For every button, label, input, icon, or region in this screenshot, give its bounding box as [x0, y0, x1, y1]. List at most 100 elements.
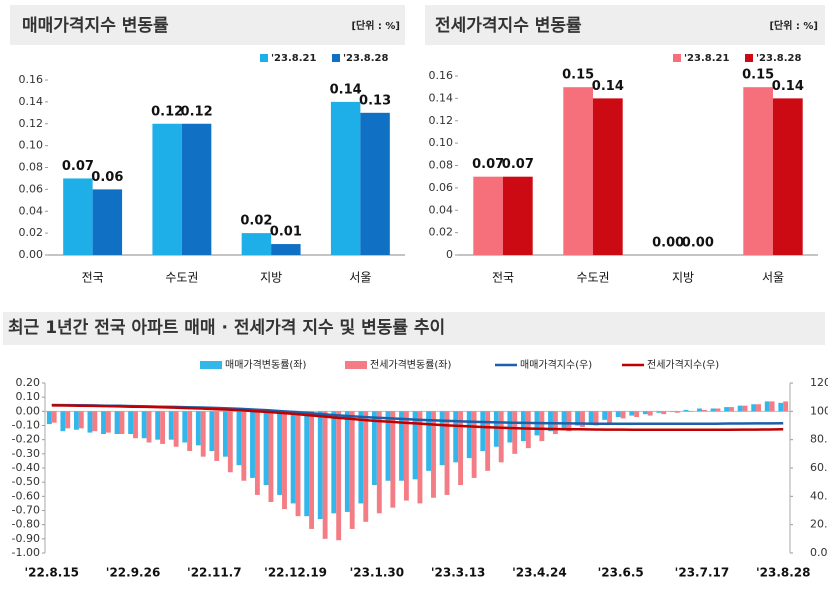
y-tick-label: -0.20: [12, 433, 40, 446]
value-label: 0.14: [592, 79, 624, 94]
bar: [563, 87, 593, 255]
bar: [181, 123, 212, 255]
bar: [336, 411, 342, 541]
bar: [155, 411, 161, 440]
y-tick-label: 60.0: [810, 461, 828, 474]
bar: [593, 411, 599, 426]
unit-label: [단위 : %]: [769, 19, 818, 32]
bar: [399, 411, 404, 481]
value-label: 0.07: [472, 157, 504, 172]
value-label: 0.02: [240, 214, 272, 229]
y-tick-label: -0.80: [12, 518, 40, 531]
y-tick-label: 0.12: [19, 117, 44, 130]
bar: [426, 411, 432, 471]
y-tick-label: 0.16: [19, 73, 44, 86]
bar: [743, 87, 773, 255]
value-label: 0.00: [652, 236, 684, 251]
legend-label: 매매가격지수(우): [520, 358, 592, 371]
bar: [756, 404, 762, 412]
y-tick-label: 0.04: [429, 203, 454, 216]
bar: [751, 404, 757, 412]
value-label: 0.07: [62, 159, 94, 174]
bar: [152, 123, 182, 255]
value-label: 0.12: [181, 104, 213, 119]
y-tick-label: -0.60: [12, 489, 40, 502]
legend-label: 전세가격변동률(좌): [370, 358, 452, 371]
bar: [453, 411, 459, 463]
bar: [697, 408, 702, 412]
x-tick-label: 서울: [349, 271, 371, 285]
y-tick-label: 0.16: [429, 69, 454, 82]
y-tick-label: 0.02: [429, 226, 454, 239]
bar: [63, 178, 93, 255]
x-tick-label: 서울: [762, 271, 784, 285]
bar: [417, 411, 423, 504]
bar: [729, 407, 734, 412]
bar: [173, 411, 179, 447]
bar: [101, 411, 106, 434]
y-tick-label: 120.0: [810, 376, 828, 389]
y-tick-label: 40.0: [810, 489, 828, 502]
unit-label: [단위 : %]: [351, 19, 400, 32]
bar: [403, 411, 409, 501]
legend-label: '23.8.21: [684, 53, 729, 64]
bar: [65, 411, 71, 429]
bar: [51, 411, 57, 423]
bar: [241, 411, 247, 481]
value-label: 0.01: [270, 225, 302, 240]
bar: [304, 411, 310, 517]
bar: [688, 411, 694, 412]
bar: [390, 411, 396, 508]
bar: [195, 411, 201, 446]
legend-swatch: [332, 54, 340, 62]
x-tick-label: '23.1.30: [350, 566, 405, 580]
bar: [263, 411, 269, 485]
bar: [78, 411, 84, 429]
chart-title: 전세가격지수 변동률: [435, 16, 582, 36]
x-tick-label: 전국: [82, 271, 104, 285]
x-tick-label: 전국: [492, 271, 514, 285]
y-tick-label: 0.10: [429, 136, 454, 149]
bar: [363, 411, 369, 522]
bar: [656, 411, 662, 413]
bar: [520, 411, 526, 442]
bar: [466, 411, 472, 459]
bar: [669, 411, 675, 412]
bar: [503, 176, 533, 255]
legend-label: 전세가격지수(우): [647, 358, 719, 371]
bar: [783, 401, 789, 412]
bar: [200, 411, 206, 457]
value-label: 0.14: [330, 82, 362, 97]
y-tick-label: -0.30: [12, 447, 40, 460]
bar: [661, 411, 667, 415]
bar: [642, 411, 648, 415]
y-tick-label: 20.0: [810, 518, 828, 531]
value-label: 0.07: [502, 157, 534, 172]
bar: [724, 407, 730, 412]
title-box: [10, 5, 405, 45]
bar: [250, 411, 255, 478]
bar: [268, 411, 274, 502]
bar: [141, 411, 147, 439]
y-tick-label: 0.08: [429, 159, 454, 172]
chart-title: 최근 1년간 전국 아파트 매매 · 전세가격 지수 및 변동률 추이: [8, 318, 445, 338]
bar: [133, 411, 138, 439]
bar: [309, 411, 315, 529]
bar: [87, 411, 93, 433]
y-tick-label: -0.10: [12, 419, 40, 432]
bar: [360, 112, 390, 255]
legend-label: '23.8.28: [343, 53, 388, 64]
bar: [575, 411, 581, 426]
y-tick-label: 0.06: [19, 182, 44, 195]
legend-swatch: [260, 54, 268, 62]
bar: [561, 411, 567, 429]
bar: [322, 411, 328, 539]
bar: [580, 411, 585, 427]
bar: [634, 411, 640, 417]
bar: [254, 411, 260, 495]
y-tick-label: -0.50: [12, 475, 40, 488]
bar: [385, 411, 391, 481]
bar: [168, 411, 174, 440]
x-tick-label: '22.11.7: [187, 566, 242, 580]
bar: [674, 411, 680, 413]
